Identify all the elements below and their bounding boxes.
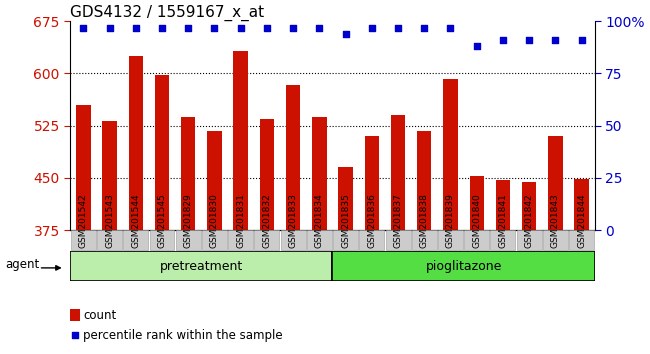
- Bar: [469, 176, 484, 354]
- Point: [183, 25, 194, 30]
- Bar: [286, 85, 300, 354]
- Text: GSM201836: GSM201836: [367, 193, 376, 248]
- Point: [577, 37, 587, 43]
- Text: GSM201844: GSM201844: [577, 194, 586, 248]
- Bar: [365, 136, 379, 354]
- Text: GSM201830: GSM201830: [210, 193, 219, 248]
- Text: GSM201842: GSM201842: [525, 194, 534, 248]
- Text: GSM201838: GSM201838: [420, 193, 429, 248]
- Text: GSM201837: GSM201837: [393, 193, 402, 248]
- Text: GSM201835: GSM201835: [341, 193, 350, 248]
- Point: [209, 25, 220, 30]
- Point: [498, 37, 508, 43]
- Text: pioglitazone: pioglitazone: [425, 260, 502, 273]
- Point: [419, 25, 430, 30]
- Text: GSM201832: GSM201832: [263, 193, 272, 248]
- Text: GSM201543: GSM201543: [105, 193, 114, 248]
- Text: GSM201829: GSM201829: [184, 193, 192, 248]
- Bar: [76, 105, 90, 354]
- Text: GSM201544: GSM201544: [131, 194, 140, 248]
- Point: [105, 25, 115, 30]
- Text: percentile rank within the sample: percentile rank within the sample: [83, 329, 283, 342]
- Text: GSM201542: GSM201542: [79, 194, 88, 248]
- Text: GSM201831: GSM201831: [236, 193, 245, 248]
- Bar: [443, 79, 458, 354]
- Point: [157, 25, 167, 30]
- Point: [550, 37, 560, 43]
- Bar: [207, 131, 222, 354]
- Bar: [548, 136, 563, 354]
- Bar: [233, 51, 248, 354]
- Text: GDS4132 / 1559167_x_at: GDS4132 / 1559167_x_at: [70, 5, 265, 21]
- Point: [288, 25, 298, 30]
- Bar: [332, 251, 595, 281]
- Point: [445, 25, 456, 30]
- Bar: [260, 119, 274, 354]
- Point: [367, 25, 377, 30]
- Point: [471, 44, 482, 49]
- Text: GSM201843: GSM201843: [551, 193, 560, 248]
- Bar: [102, 121, 117, 354]
- Point: [78, 25, 88, 30]
- Point: [70, 332, 80, 338]
- Bar: [312, 116, 326, 354]
- Point: [131, 25, 141, 30]
- Bar: [181, 117, 196, 354]
- Point: [341, 31, 351, 36]
- Text: agent: agent: [6, 258, 40, 272]
- Bar: [129, 56, 143, 354]
- Bar: [417, 131, 432, 354]
- Bar: [155, 75, 169, 354]
- Text: GSM201545: GSM201545: [157, 193, 166, 248]
- Bar: [70, 251, 332, 281]
- Bar: [575, 178, 589, 354]
- Text: pretreatment: pretreatment: [160, 260, 243, 273]
- Text: GSM201841: GSM201841: [499, 193, 508, 248]
- Bar: [391, 115, 405, 354]
- Text: GSM201840: GSM201840: [473, 193, 481, 248]
- Bar: [339, 167, 353, 354]
- Point: [393, 25, 403, 30]
- Text: count: count: [83, 309, 116, 321]
- Bar: [70, 309, 80, 321]
- Point: [524, 37, 534, 43]
- Text: GSM201833: GSM201833: [289, 193, 298, 248]
- Text: GSM201839: GSM201839: [446, 193, 455, 248]
- Bar: [522, 182, 536, 354]
- Text: GSM201834: GSM201834: [315, 193, 324, 248]
- Point: [235, 25, 246, 30]
- Bar: [496, 180, 510, 354]
- Point: [314, 25, 324, 30]
- Point: [262, 25, 272, 30]
